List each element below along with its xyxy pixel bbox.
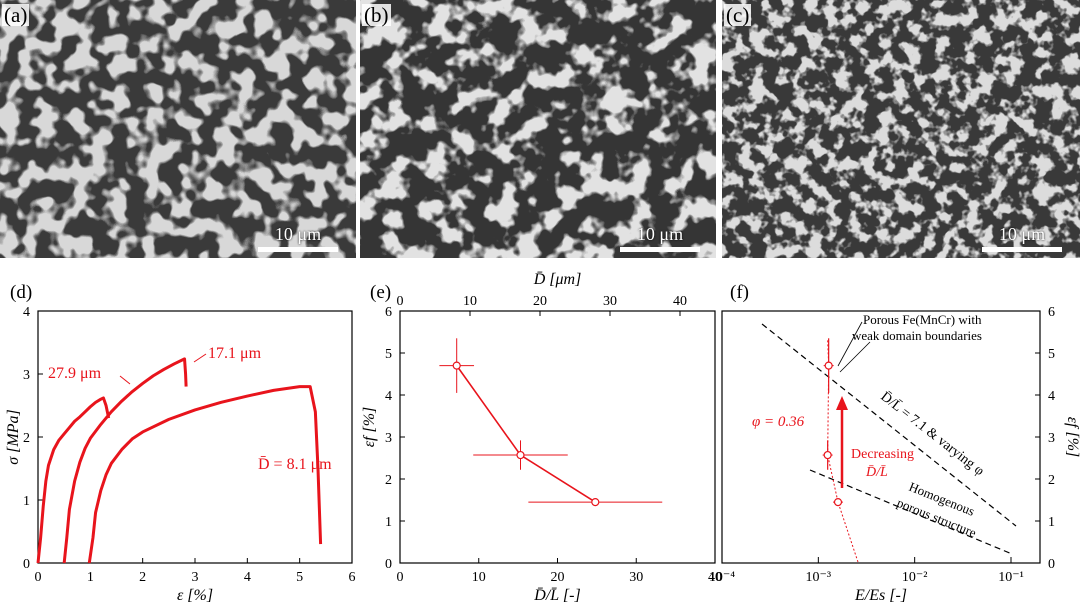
x-tick-label: 6 <box>349 570 356 585</box>
x2-tick-label: 10 <box>463 294 477 309</box>
y-tick-label: 5 <box>1048 347 1055 362</box>
lower-dashed-line <box>809 469 1013 555</box>
x-tick-label: 0 <box>35 570 42 585</box>
x-tick-label: 1 <box>87 570 94 585</box>
x-tick-label: 4 <box>244 570 251 585</box>
x2-tick-label: 40 <box>673 294 687 309</box>
annotation-27-9: 27.9 μm <box>48 365 102 382</box>
annotation-decreasing-1: Decreasing <box>851 447 914 462</box>
curve-27-9-m <box>36 396 111 564</box>
scale-bar-a: 10 μm <box>258 224 338 252</box>
annotation-leader <box>837 321 863 367</box>
x-tick-label: 40 <box>708 570 722 585</box>
scale-bar-c: 10 μm <box>982 224 1062 252</box>
y-tick-label: 5 <box>385 347 392 362</box>
x-tick-label: 30 <box>629 570 643 585</box>
sem-image-a <box>0 0 356 258</box>
y-tick-label: 1 <box>1048 515 1055 530</box>
x-tick-label: 10 <box>472 570 486 585</box>
panel-label-e: (e) <box>370 282 391 303</box>
x-tick-label: 10⁻⁴ <box>709 570 735 585</box>
x-tick-label: 10⁻¹ <box>998 570 1024 585</box>
annotation-leader <box>119 375 131 385</box>
x-axis-label: D̄/L̄ [-] <box>533 587 580 604</box>
y-tick-label: 6 <box>1048 305 1055 320</box>
x-tick-label: 2 <box>139 570 146 585</box>
data-point-2 <box>833 498 843 507</box>
trend-line <box>456 365 596 503</box>
panel-label-b: (b) <box>362 3 391 27</box>
y-axis-label: σ [MPa] <box>5 409 22 464</box>
scale-bar-label: 10 μm <box>636 224 684 244</box>
scale-bar-label: 10 μm <box>998 224 1046 244</box>
annotation-8-1: D̄ = 8.1 μm <box>258 456 332 473</box>
x-tick-label: 5 <box>296 570 303 585</box>
y-tick-label: 1 <box>23 494 30 509</box>
panel-label-d: (d) <box>10 282 32 303</box>
y-tick-label: 3 <box>1048 431 1055 446</box>
y-tick-label: 4 <box>23 305 30 320</box>
data-point-0 <box>452 361 461 370</box>
x-tick-label: 10⁻³ <box>806 570 832 585</box>
annotation-17-1: 17.1 μm <box>208 345 262 362</box>
y-tick-label: 0 <box>23 557 30 572</box>
curve-17-1-m <box>62 357 188 564</box>
y-tick-label: 4 <box>1048 389 1055 404</box>
x2-tick-label: 0 <box>397 294 404 309</box>
x-tick-label: 20 <box>551 570 565 585</box>
y-tick-label: 1 <box>385 515 392 530</box>
x-tick-label: 0 <box>397 570 404 585</box>
y-tick-label: 3 <box>23 368 30 383</box>
x2-tick-label: 30 <box>603 294 617 309</box>
annotation-phi: φ = 0.36 <box>752 414 805 430</box>
y-tick-label: 2 <box>1048 473 1055 488</box>
scale-bar-b: 10 μm <box>620 224 700 252</box>
y-tick-label: 0 <box>385 557 392 572</box>
y-tick-label: 0 <box>1048 557 1055 572</box>
sem-image-b <box>360 0 716 258</box>
y-axis-label: εf [%] <box>361 407 378 448</box>
annotation-dashed-upper: D̄/L̄ = 7.1 & varying φ <box>878 389 987 479</box>
x-axis-label: ε [%] <box>177 587 213 604</box>
y-axis-label: εf [%] <box>1064 417 1080 458</box>
scale-bar-label: 10 μm <box>274 224 322 244</box>
y-tick-label: 2 <box>23 431 30 446</box>
data-point-2 <box>591 498 600 507</box>
data-point-1 <box>516 450 525 460</box>
x-tick-label: 3 <box>192 570 199 585</box>
plot-frame <box>721 310 1041 564</box>
arrow-head <box>836 396 848 410</box>
y-tick-label: 2 <box>385 473 392 488</box>
x2-tick-label: 20 <box>533 294 547 309</box>
curve-D-8-1-m <box>87 385 323 564</box>
x2-axis-label: D̄ [μm] <box>533 271 582 288</box>
panel-label-f: (f) <box>730 282 749 303</box>
stress-strain-chart: 0 1 2 3 4 5 6 0 1 2 3 4 ε [%] σ [MPa] 27.9 μm 17.1 μm D̄… <box>5 282 356 604</box>
annotation-decreasing-2: D̄/L̄ <box>865 465 888 480</box>
upper-dashed-line <box>761 323 1017 527</box>
annotation-leader <box>193 353 207 363</box>
x-axis-label: E/Es [-] <box>854 587 907 604</box>
strain-vs-size-chart: 0 10 20 30 40 0 10 20 30 40 0 1 2 3 4 5 6 D̄/L̄ [-] D̄ [μm… <box>361 271 722 604</box>
data-point-0 <box>824 361 833 370</box>
annotation-porous-2: weak domain boundaries <box>852 328 982 343</box>
panel-label-c: (c) <box>724 3 752 27</box>
y-tick-label: 6 <box>385 305 392 320</box>
data-point-1 <box>823 450 832 460</box>
x-tick-label: 10⁻² <box>902 570 928 585</box>
annotation-porous-1: Porous Fe(MnCr) with <box>863 312 982 327</box>
annotation-leader <box>839 341 871 373</box>
y-tick-label: 4 <box>385 389 392 404</box>
plot-frame <box>37 310 353 564</box>
panel-label-a: (a) <box>2 3 30 27</box>
y-tick-label: 3 <box>385 431 392 446</box>
strain-vs-stiffness-chart: 10⁻⁴ 10⁻³ 10⁻² 10⁻¹ 0 1 2 3 4 5 6 E/Es [-] εf [%] Por… <box>709 282 1080 604</box>
sem-image-c <box>722 0 1080 258</box>
plot-frame <box>399 310 716 564</box>
